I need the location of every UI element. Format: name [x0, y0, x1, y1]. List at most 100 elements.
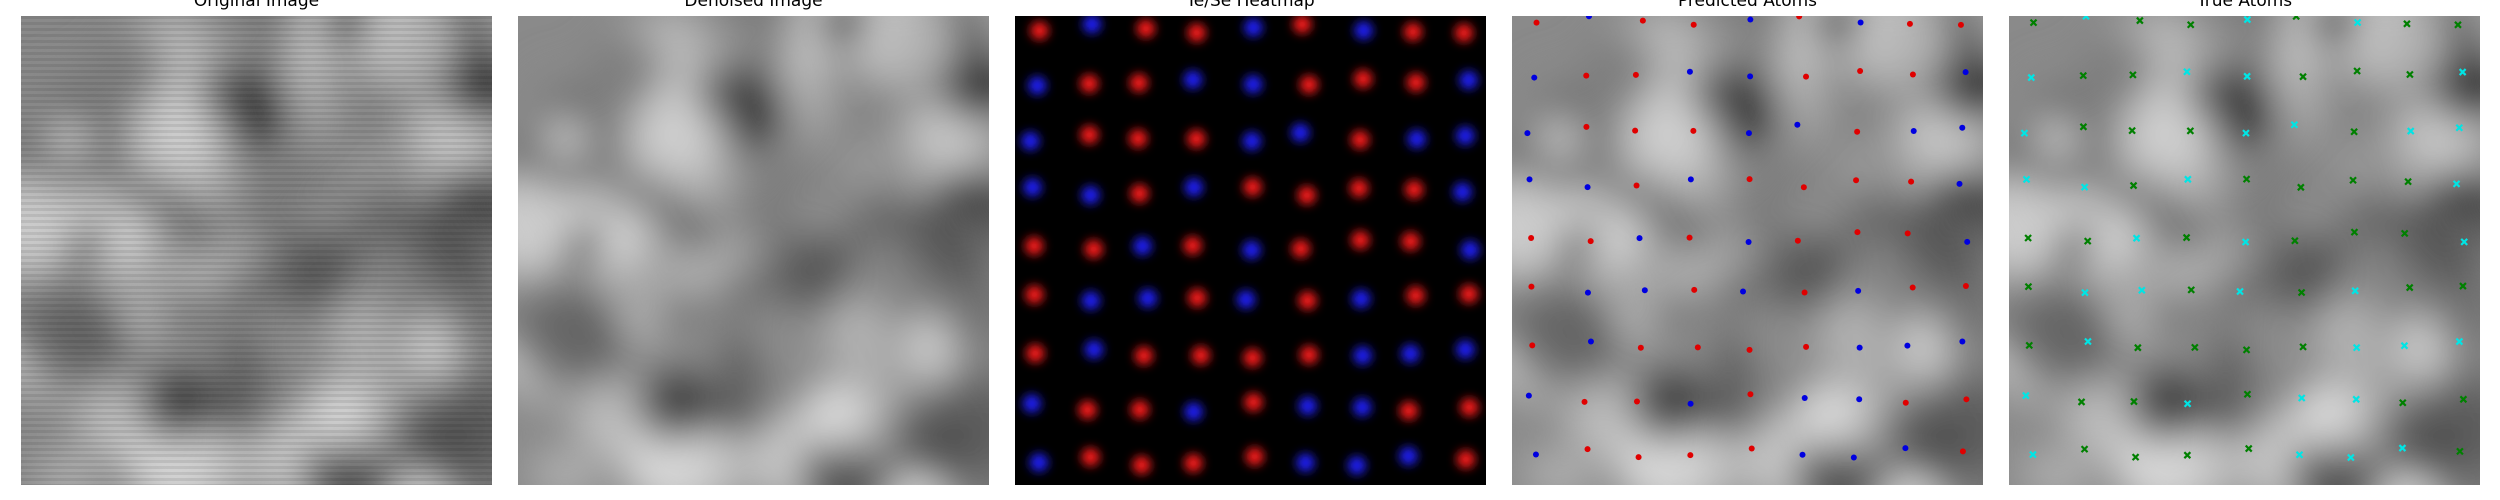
atom	[2295, 450, 2304, 459]
atom	[2243, 16, 2252, 24]
heat-spot	[1460, 398, 1479, 417]
atom	[1525, 392, 1532, 399]
atom	[2128, 126, 2136, 135]
atom	[2025, 341, 2034, 350]
atom	[1585, 16, 1592, 20]
atom	[1853, 177, 1860, 184]
atom	[1856, 396, 1863, 403]
atom	[2029, 450, 2037, 459]
heat-spot	[1399, 447, 1418, 466]
atom	[2129, 71, 2137, 79]
atom	[1532, 451, 1539, 458]
atom	[1587, 338, 1594, 345]
atom	[1959, 338, 1966, 345]
atom	[1526, 176, 1533, 183]
atom	[2350, 228, 2359, 236]
atom	[1528, 234, 1535, 241]
heat-spot	[1456, 450, 1475, 469]
heat-spot	[1459, 71, 1478, 90]
heat-spot	[1297, 186, 1316, 205]
heat-spot	[1191, 346, 1210, 365]
heat-spot	[1352, 289, 1371, 308]
panel-title: Predicted Atoms	[1678, 0, 1817, 11]
atom	[2084, 337, 2092, 346]
atom	[2299, 72, 2307, 81]
atom	[1687, 176, 1694, 183]
atom	[2130, 397, 2138, 406]
atom	[1584, 184, 1591, 191]
atom	[2454, 21, 2462, 29]
heat-spot	[1291, 123, 1310, 142]
atom	[2297, 288, 2306, 297]
heat-spot	[1293, 16, 1312, 34]
heat-spot	[1187, 129, 1206, 148]
heat-spot	[1456, 126, 1475, 145]
heat-spot	[1350, 179, 1369, 198]
heat-spot	[1026, 344, 1045, 363]
heat-spot	[1183, 236, 1202, 255]
heat-spot	[1353, 346, 1372, 365]
atom	[2082, 16, 2090, 21]
heat-spot	[1406, 73, 1425, 92]
atom	[2080, 445, 2089, 453]
heat-spot	[1347, 456, 1366, 475]
atom	[1803, 73, 1810, 80]
atom	[2349, 176, 2357, 185]
atom	[1904, 342, 1911, 349]
atom	[2398, 399, 2407, 407]
heat-spot	[1407, 130, 1426, 149]
atom	[2131, 453, 2140, 461]
atom	[1746, 176, 1753, 183]
heat-spot	[1183, 70, 1202, 89]
atom	[2352, 343, 2361, 352]
heat-spot	[1242, 132, 1261, 151]
atom	[1801, 394, 1808, 401]
heat-spot	[1022, 394, 1041, 413]
atom	[1639, 17, 1646, 24]
atom	[2080, 183, 2089, 191]
heat-spot	[1300, 75, 1319, 94]
atom	[2183, 399, 2192, 408]
atom	[2455, 124, 2464, 132]
atom	[1583, 123, 1590, 130]
heat-spot	[1021, 132, 1040, 151]
heat-spot	[1129, 73, 1148, 92]
heat-spot	[1351, 231, 1370, 250]
atom	[2020, 129, 2029, 137]
atom	[2083, 237, 2092, 245]
heat-spot	[1454, 23, 1473, 42]
atom	[2455, 337, 2464, 346]
heat-spot	[1354, 69, 1373, 88]
atom	[1962, 69, 1969, 76]
heat-spot	[1300, 345, 1319, 364]
atom	[1694, 344, 1701, 351]
atom	[2243, 390, 2252, 399]
atom	[2024, 282, 2033, 291]
atom	[1956, 180, 1963, 187]
atom	[1902, 445, 1909, 452]
atom	[1691, 286, 1698, 293]
heat-spot	[1082, 16, 1101, 34]
atom	[2242, 175, 2251, 183]
atom	[2079, 123, 2088, 131]
atom	[2241, 238, 2250, 246]
atom	[1581, 398, 1588, 405]
atom	[1636, 235, 1643, 242]
atom	[1747, 73, 1754, 80]
atom	[2024, 234, 2032, 242]
heat-spot	[1184, 402, 1203, 421]
heat-spot	[1080, 125, 1099, 144]
atom	[2404, 177, 2412, 186]
atom	[2406, 70, 2414, 79]
heat-spot	[1030, 21, 1049, 40]
atom	[1745, 238, 1752, 245]
heat-spot	[1028, 76, 1047, 95]
heat-spot	[1291, 239, 1310, 258]
heat-spot	[1243, 178, 1262, 197]
atom	[1957, 21, 1964, 28]
panel-title: Original Image	[194, 0, 319, 11]
atom	[2027, 73, 2036, 82]
atom	[2459, 395, 2468, 404]
atom	[2400, 229, 2409, 238]
